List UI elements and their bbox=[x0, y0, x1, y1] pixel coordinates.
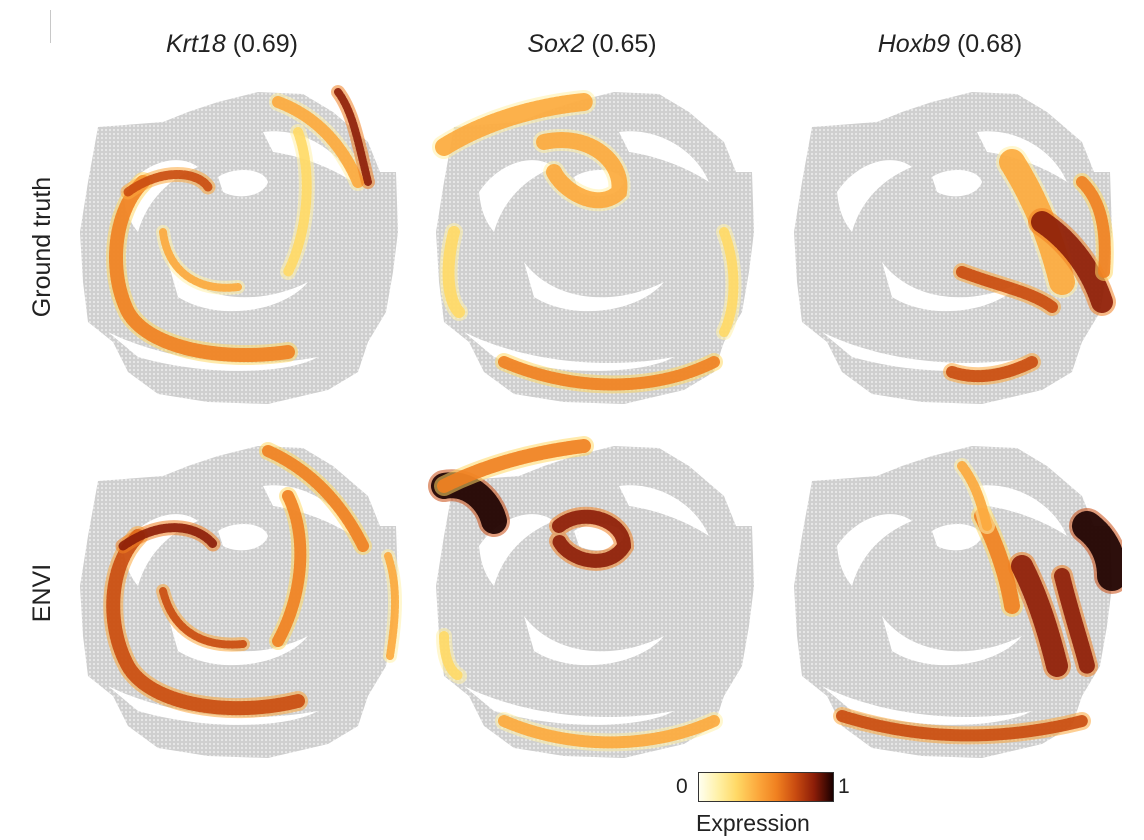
tissue-gap bbox=[932, 170, 982, 197]
expression-band bbox=[118, 523, 218, 551]
expression-band bbox=[552, 509, 632, 568]
spatial-expression-map bbox=[794, 446, 1122, 758]
tissue-gap bbox=[882, 262, 1022, 312]
colorbar-title: Expression bbox=[696, 810, 810, 836]
expression-band bbox=[536, 132, 628, 209]
row-label-envi: ENVI bbox=[28, 563, 56, 623]
expression-band bbox=[283, 127, 312, 277]
row-label-ground-truth: Ground truth bbox=[28, 176, 56, 318]
expression-band bbox=[123, 170, 213, 197]
tissue-gap bbox=[218, 524, 268, 551]
correlation-score: (0.65) bbox=[591, 30, 657, 58]
colorbar-gradient bbox=[698, 772, 834, 802]
expression-band bbox=[109, 175, 295, 363]
spatial-expression-map bbox=[794, 92, 1116, 404]
expression-band bbox=[719, 227, 739, 337]
expression-band bbox=[1076, 176, 1111, 278]
expression-band bbox=[439, 631, 464, 681]
tissue-gap bbox=[108, 686, 318, 725]
tissue-gap bbox=[837, 514, 912, 586]
expression-band bbox=[946, 356, 1038, 383]
expression-band bbox=[159, 587, 247, 649]
tissue-gap bbox=[932, 524, 982, 551]
expression-band bbox=[836, 710, 1088, 742]
tissue-gap bbox=[837, 160, 912, 232]
column-title-krt18: Krt18 (0.69) bbox=[62, 30, 402, 59]
expression-band bbox=[498, 356, 720, 391]
spatial-expression-map bbox=[80, 442, 402, 758]
expression-band bbox=[262, 445, 369, 552]
column-title-sox2: Sox2 (0.65) bbox=[422, 30, 762, 59]
expression-band bbox=[384, 552, 399, 660]
tissue-gap bbox=[479, 160, 554, 232]
tissue-gap bbox=[168, 616, 308, 666]
tissue-gap bbox=[822, 332, 1032, 371]
expression-band bbox=[442, 226, 465, 318]
tissue-gap bbox=[882, 616, 1022, 666]
gene-name: Hoxb9 bbox=[877, 30, 950, 58]
expression-band bbox=[334, 88, 372, 186]
expression-band bbox=[272, 490, 307, 647]
expression-band bbox=[1072, 511, 1122, 591]
spatial-expression-map bbox=[428, 436, 754, 758]
expression-band bbox=[272, 96, 364, 188]
gene-name: Krt18 bbox=[165, 30, 226, 58]
colorbar-legend: 0 1 Expression bbox=[676, 770, 866, 840]
correlation-score: (0.69) bbox=[232, 30, 299, 58]
tissue-gap bbox=[524, 616, 664, 666]
expression-band bbox=[435, 93, 593, 156]
correlation-score: (0.68) bbox=[956, 30, 1023, 58]
panel-envi-krt18 bbox=[68, 426, 408, 766]
spatial-expression-map bbox=[80, 85, 398, 404]
tissue-gap bbox=[822, 686, 1032, 725]
corner-tick-mark bbox=[50, 10, 51, 43]
expression-band bbox=[1011, 555, 1068, 677]
expression-band bbox=[1054, 568, 1095, 674]
tissue-gap bbox=[218, 170, 268, 197]
expression-band bbox=[498, 715, 720, 749]
tissue-gap bbox=[168, 262, 308, 312]
colorbar-max-label: 1 bbox=[838, 775, 850, 798]
colorbar-min-label: 0 bbox=[676, 775, 688, 798]
expression-band bbox=[956, 266, 1058, 313]
tissue-gap bbox=[464, 686, 674, 725]
expression-band bbox=[1031, 211, 1113, 313]
panel-envi-sox2 bbox=[424, 426, 764, 766]
tissue-gap bbox=[524, 262, 664, 312]
tissue-gap bbox=[108, 332, 318, 371]
expression-band bbox=[106, 529, 305, 716]
panel-ground-truth-hoxb9 bbox=[782, 72, 1122, 412]
column-title-hoxb9: Hoxb9 (0.68) bbox=[780, 30, 1120, 59]
tissue-gap bbox=[619, 131, 709, 182]
panel-ground-truth-sox2 bbox=[424, 72, 764, 412]
expression-band bbox=[437, 439, 591, 493]
tissue-gap bbox=[619, 485, 709, 536]
spatial-expression-map bbox=[432, 90, 754, 404]
expression-band bbox=[159, 228, 242, 292]
expression-band bbox=[957, 461, 992, 531]
gene-name: Sox2 bbox=[527, 30, 585, 58]
panel-envi-hoxb9 bbox=[782, 426, 1122, 766]
tissue-gap bbox=[977, 485, 1067, 536]
panel-ground-truth-krt18 bbox=[68, 72, 408, 412]
